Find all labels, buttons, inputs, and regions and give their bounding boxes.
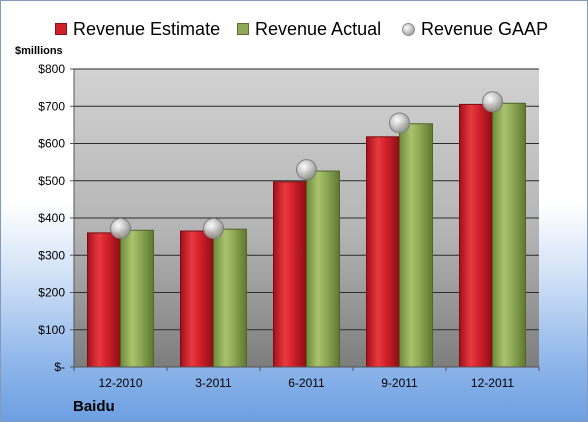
legend-label-revenue-estimate: Revenue Estimate	[73, 18, 221, 39]
y-tick-label: $200	[38, 286, 65, 300]
bar-revenue-actual	[213, 228, 247, 368]
legend-label-revenue-gaap: Revenue GAAP	[421, 18, 549, 39]
bar-revenue-actual	[399, 123, 433, 368]
y-tick-label: $700	[38, 99, 65, 113]
bar-revenue-actual	[306, 170, 340, 368]
x-tick-label: 12-2011	[471, 376, 514, 390]
bar-revenue-estimate	[180, 230, 214, 368]
y-tick-label: $600	[38, 137, 65, 151]
x-tick-label: 3-2011	[195, 376, 232, 390]
marker-revenue-gaap	[296, 159, 317, 181]
y-axis-unit-label: $millions	[15, 45, 63, 57]
legend: Revenue Estimate Revenue Actual Revenue …	[1, 17, 587, 41]
legend-item-revenue-actual: Revenue Actual	[237, 17, 381, 41]
bar-revenue-estimate	[459, 103, 493, 368]
y-tick-label: $100	[38, 323, 65, 337]
bar-revenue-estimate	[366, 136, 400, 368]
bar-revenue-actual	[492, 102, 526, 368]
legend-swatch-revenue-actual	[237, 23, 249, 35]
legend-label-revenue-actual: Revenue Actual	[255, 18, 382, 39]
marker-revenue-gaap	[389, 112, 410, 134]
x-tick-label: 9-2011	[381, 376, 418, 390]
bar-revenue-actual	[120, 229, 154, 368]
bar-revenue-estimate	[273, 181, 307, 368]
legend-swatch-revenue-estimate	[55, 23, 67, 35]
y-tick-label: $500	[38, 174, 65, 188]
y-tick-label: $300	[38, 248, 65, 262]
legend-item-revenue-estimate: Revenue Estimate	[55, 17, 220, 41]
legend-marker-revenue-gaap	[402, 22, 415, 36]
marker-revenue-gaap	[203, 217, 224, 239]
x-tick-label: 12-2010	[98, 376, 142, 390]
y-tick-label: $800	[38, 62, 65, 76]
company-label: Baidu	[73, 398, 115, 415]
legend-item-revenue-gaap: Revenue GAAP	[402, 17, 548, 41]
y-tick-label: $-	[54, 360, 65, 374]
bar-revenue-estimate	[87, 232, 121, 368]
x-tick-label: 6-2011	[288, 376, 325, 390]
marker-revenue-gaap	[482, 91, 503, 113]
marker-revenue-gaap	[110, 217, 131, 239]
y-tick-label: $400	[38, 211, 65, 225]
